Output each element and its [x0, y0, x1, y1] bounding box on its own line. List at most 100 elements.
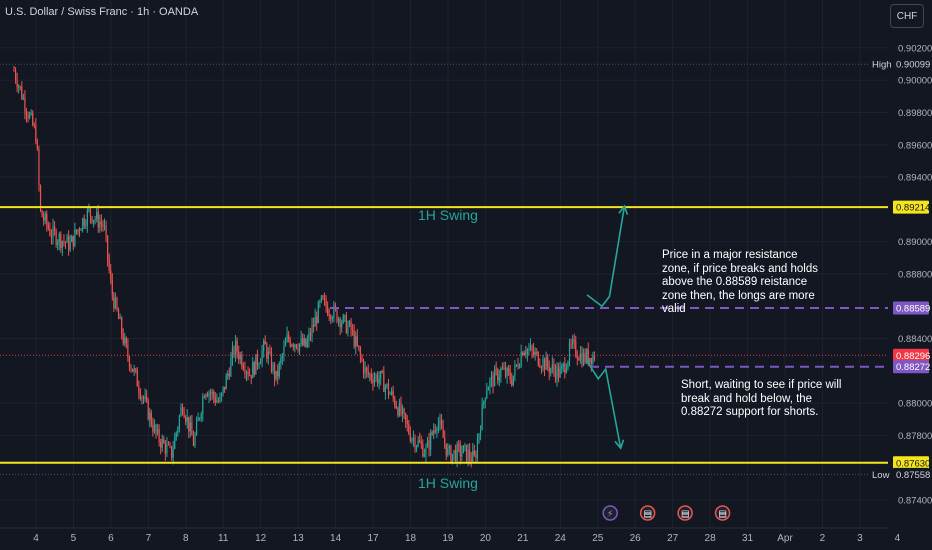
swing-bottom-label: 1H Swing [418, 475, 478, 491]
candle-body [590, 357, 592, 364]
candle-body [322, 295, 324, 300]
candle-body [386, 383, 388, 387]
candle-body [119, 317, 121, 319]
candle-body [280, 358, 282, 364]
candle-body [330, 315, 332, 320]
candle-body [586, 349, 588, 362]
price-tick-label: 0.89600 [898, 140, 932, 151]
candle-body [44, 213, 46, 221]
candle-body [108, 258, 110, 271]
candle-body [50, 235, 53, 238]
flash-event-icon-glyph: ⚡ [607, 510, 613, 520]
candle-body [347, 325, 349, 334]
long-note-line: above the 0.88589 reistance [662, 276, 808, 288]
long-note-line: zone then, the longs are more [662, 289, 815, 302]
candle-body [194, 434, 196, 446]
candle-body [30, 112, 32, 114]
candle-body [576, 355, 578, 359]
candle-body [141, 397, 143, 399]
projection-arrows[interactable] [586, 204, 629, 450]
candle-body [241, 354, 243, 367]
candle-body [564, 363, 566, 373]
candle-body [174, 436, 176, 449]
candle-body [35, 125, 37, 143]
candle-body [593, 354, 596, 360]
candle-body [94, 219, 96, 221]
candle-body [539, 365, 541, 368]
candle-body [284, 341, 287, 347]
us-flag-event-icon-3[interactable] [714, 505, 731, 521]
us-flag-event-icon-2[interactable] [677, 505, 693, 521]
candle-body [497, 369, 499, 381]
candle-body [333, 305, 335, 319]
low-label-tag-box [868, 467, 892, 481]
candle-body [147, 399, 149, 420]
candle-body [300, 338, 302, 344]
candle-body [503, 368, 505, 370]
candle-body [230, 358, 232, 377]
candle-body [78, 229, 81, 231]
candle-body [167, 444, 170, 446]
candle-body [415, 445, 418, 449]
candle-body [302, 338, 304, 346]
time-axis[interactable]: 4 5 6 7 8 11 12 13 14 17 18 19 20 21 24 25 26 27 28 31 Apr 2 3… [0, 527, 901, 544]
drawing-lines[interactable] [0, 63, 888, 475]
candle-body [164, 443, 166, 454]
current-price-label: 0.88296 [896, 351, 930, 362]
long-projection-arrow[interactable] [586, 205, 626, 308]
candle-body [105, 225, 107, 236]
candle-body [52, 226, 54, 238]
flash-event-icon[interactable] [602, 505, 618, 521]
time-tick-label: 24 [555, 533, 567, 544]
candle-body [533, 350, 535, 355]
chart-grid [0, 0, 898, 528]
candle-body [150, 412, 152, 425]
candle-body [511, 379, 513, 386]
candle-body [437, 423, 440, 429]
candle-body [478, 433, 480, 441]
candle-body [469, 450, 471, 459]
candle-body [543, 359, 546, 370]
candle-body [189, 422, 191, 432]
price-axis[interactable]: 0.90200 0.90000 0.89800 0.89600 0.89400 0.890… [868, 0, 932, 550]
candle-body [231, 347, 234, 359]
swing-high-label: 0.89214 [896, 203, 930, 214]
us-flag-event-icon-1[interactable] [639, 505, 656, 521]
candle-body [113, 294, 115, 309]
event-markers[interactable]: ⚡ ▤ ▤ ▤ [602, 505, 731, 521]
low-label-tag: Low [872, 470, 890, 481]
candle-body [445, 443, 447, 456]
high-label-box [893, 57, 929, 71]
candle-body [64, 241, 67, 243]
candle-body [74, 229, 76, 247]
time-tick-label: 27 [667, 533, 679, 544]
candle-body [592, 354, 594, 364]
candle-body [547, 356, 549, 367]
candle-body [144, 396, 146, 399]
candle-body [512, 375, 514, 386]
short-projection-arrow[interactable] [586, 360, 622, 449]
candle-body [557, 366, 560, 378]
candle-body [531, 346, 533, 351]
candle-body [311, 324, 313, 337]
candle-body [245, 372, 248, 374]
candle-body [216, 400, 218, 403]
high-label-tag: High [872, 60, 892, 71]
candle-body [394, 397, 396, 406]
candle-body [568, 344, 571, 362]
candle-body [369, 374, 371, 376]
candle-body [133, 368, 135, 372]
candle-body [523, 352, 525, 356]
candle-body [411, 439, 413, 442]
resistance-label-box [893, 301, 929, 315]
candle-body [292, 344, 294, 347]
candle-body [353, 330, 355, 347]
candle-body [180, 407, 182, 417]
candle-body [58, 234, 60, 243]
candle-body [227, 373, 229, 376]
candle-body [378, 378, 380, 384]
candle-body [135, 368, 137, 371]
currency-button[interactable]: CHF [890, 4, 924, 28]
candle-body [316, 316, 318, 323]
